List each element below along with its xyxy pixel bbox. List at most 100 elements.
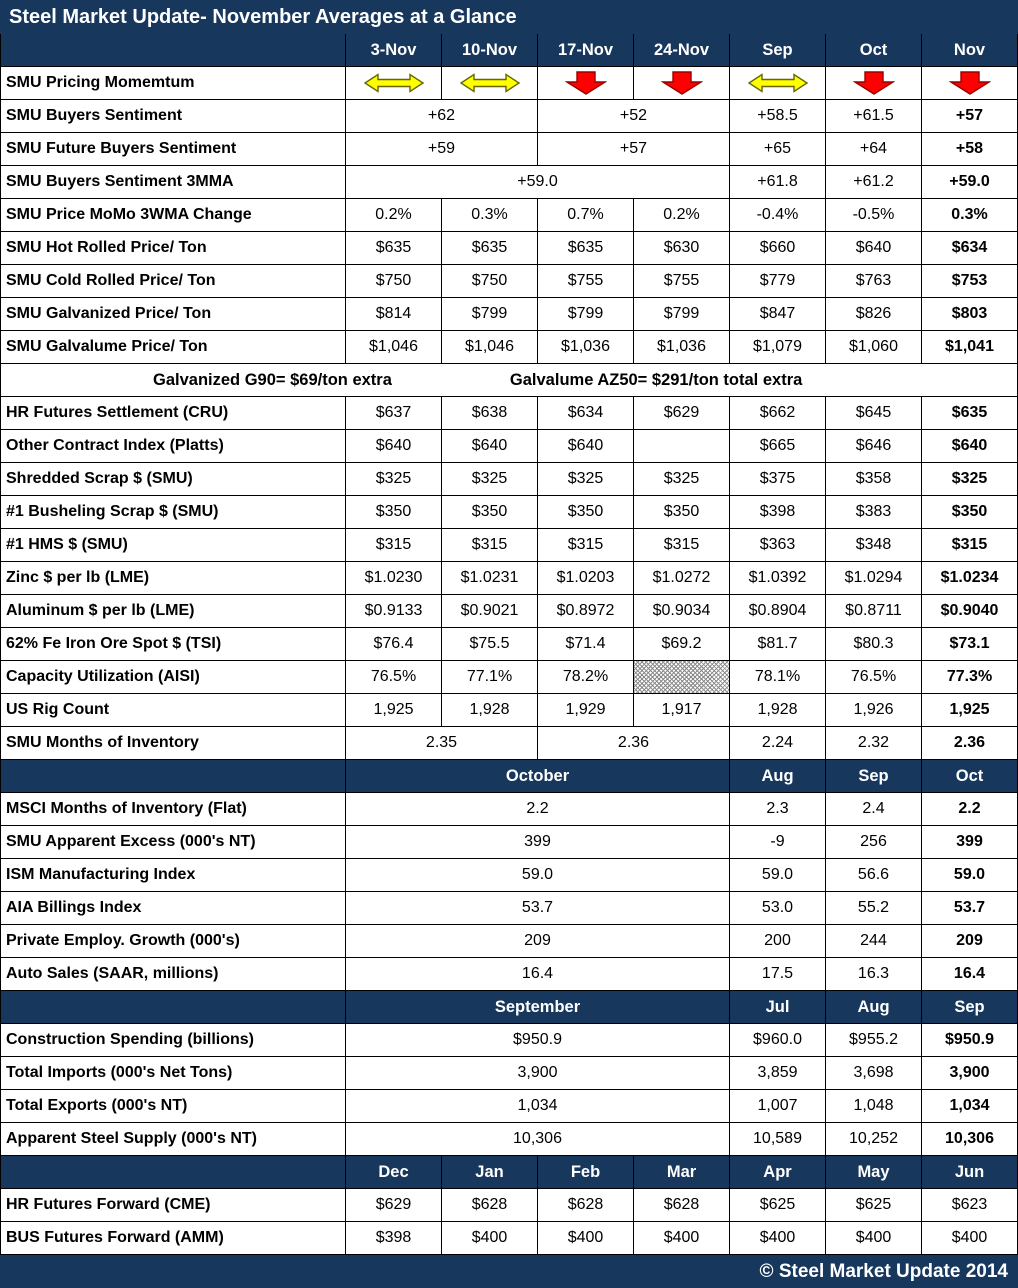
- table-cell: $325: [442, 463, 538, 496]
- red-down-arrow-cell: [538, 67, 634, 100]
- column-header-cell: Mar: [634, 1156, 730, 1189]
- table-cell: $763: [826, 265, 922, 298]
- table-cell: 1,048: [826, 1090, 922, 1123]
- table-cell: $71.4: [538, 628, 634, 661]
- table-cell: $80.3: [826, 628, 922, 661]
- table-cell: 2.36: [538, 727, 730, 760]
- table-cell: 77.1%: [442, 661, 538, 694]
- table-cell: $400: [826, 1222, 922, 1255]
- table-cell: $814: [346, 298, 442, 331]
- row-label: MSCI Months of Inventory (Flat): [1, 793, 346, 826]
- table-cell: 76.5%: [826, 661, 922, 694]
- table-cell: $779: [730, 265, 826, 298]
- table-cell: $1.0272: [634, 562, 730, 595]
- table-cell: 53.7: [346, 892, 730, 925]
- table-row: Auto Sales (SAAR, millions) 16.4 17.5 16.3 1…: [0, 958, 1018, 991]
- column-header-cell: Nov: [922, 34, 1018, 67]
- row-label: SMU Months of Inventory: [1, 727, 346, 760]
- row-label: Zinc $ per lb (LME): [1, 562, 346, 595]
- table-cell: $400: [922, 1222, 1018, 1255]
- table-cell: $1.0203: [538, 562, 634, 595]
- table-cell: $799: [442, 298, 538, 331]
- row-label: Private Employ. Growth (000's): [1, 925, 346, 958]
- column-header-cell: Sep: [730, 34, 826, 67]
- table-cell: 1,034: [346, 1090, 730, 1123]
- column-header-cell: Oct: [922, 760, 1018, 793]
- note-galvalume-extra: Galvalume AZ50= $291/ton total extra: [509, 370, 803, 389]
- table-cell: $1.0392: [730, 562, 826, 595]
- table-cell: +59.0: [922, 166, 1018, 199]
- row-label: HR Futures Forward (CME): [1, 1189, 346, 1222]
- column-header-cell: Aug: [826, 991, 922, 1024]
- table-cell: +65: [730, 133, 826, 166]
- table-row: SMU Buyers Sentiment +62 +52 +58.5 +61.5 +57: [0, 100, 1018, 133]
- table-cell: $640: [346, 430, 442, 463]
- column-header-cell: Apr: [730, 1156, 826, 1189]
- red-down-arrow-cell: [826, 67, 922, 100]
- table-cell: $350: [922, 496, 1018, 529]
- table-cell: $755: [538, 265, 634, 298]
- table-cell: -0.4%: [730, 199, 826, 232]
- table-cell: $950.9: [922, 1024, 1018, 1057]
- table-cell: 3,859: [730, 1057, 826, 1090]
- table-cell: 2.24: [730, 727, 826, 760]
- table-row: Other Contract Index (Platts) $640 $640 $64…: [0, 430, 1018, 463]
- table-cell: 3,900: [922, 1057, 1018, 1090]
- table-cell: $630: [634, 232, 730, 265]
- table-cell: $325: [634, 463, 730, 496]
- table-cell: $753: [922, 265, 1018, 298]
- table-cell: $1.0231: [442, 562, 538, 595]
- column-header-cell: 10-Nov: [442, 34, 538, 67]
- table-cell: $628: [634, 1189, 730, 1222]
- table-cell: $628: [442, 1189, 538, 1222]
- row-label: Shredded Scrap $ (SMU): [1, 463, 346, 496]
- red-down-arrow-cell: [634, 67, 730, 100]
- table-cell: 53.0: [730, 892, 826, 925]
- table-cell: $634: [538, 397, 634, 430]
- table-cell: $363: [730, 529, 826, 562]
- table-cell: $1,060: [826, 331, 922, 364]
- table-row: SMU Hot Rolled Price/ Ton $635 $635 $635 $63…: [0, 232, 1018, 265]
- table-cell: 2.32: [826, 727, 922, 760]
- table-cell: 256: [826, 826, 922, 859]
- table-cell: 17.5: [730, 958, 826, 991]
- table-cell: 76.5%: [346, 661, 442, 694]
- table-cell: $315: [346, 529, 442, 562]
- row-label: Total Exports (000's NT): [1, 1090, 346, 1123]
- row-label: ISM Manufacturing Index: [1, 859, 346, 892]
- table-cell: $350: [442, 496, 538, 529]
- table-cell: +59.0: [346, 166, 730, 199]
- page-title: Steel Market Update- November Averages a…: [0, 0, 1018, 34]
- table-cell: $1.0294: [826, 562, 922, 595]
- table-cell: $625: [730, 1189, 826, 1222]
- table-cell: $960.0: [730, 1024, 826, 1057]
- red-down-arrow-cell: [922, 67, 1018, 100]
- table-cell: $640: [922, 430, 1018, 463]
- yellow-sideways-arrow-cell: [442, 67, 538, 100]
- table-row: SMU Cold Rolled Price/ Ton $750 $750 $755 $7…: [0, 265, 1018, 298]
- table-row: 62% Fe Iron Ore Spot $ (TSI) $76.4 $75.5 $7…: [0, 628, 1018, 661]
- table-cell: $634: [922, 232, 1018, 265]
- row-label: #1 Busheling Scrap $ (SMU): [1, 496, 346, 529]
- row-label: [1, 991, 346, 1024]
- row-label: SMU Buyers Sentiment: [1, 100, 346, 133]
- row-label: Other Contract Index (Platts): [1, 430, 346, 463]
- column-header-row: 3-Nov 10-Nov 17-Nov 24-Nov Sep Oct Nov: [0, 34, 1018, 67]
- row-label: HR Futures Settlement (CRU): [1, 397, 346, 430]
- table-cell: -9: [730, 826, 826, 859]
- row-label: AIA Billings Index: [1, 892, 346, 925]
- table-cell: -0.5%: [826, 199, 922, 232]
- table-row: ISM Manufacturing Index 59.0 59.0 56.6 59.0: [0, 859, 1018, 892]
- section-header-row: Dec Jan Feb Mar Apr May Jun: [0, 1156, 1018, 1189]
- row-label: SMU Hot Rolled Price/ Ton: [1, 232, 346, 265]
- table-cell: $635: [442, 232, 538, 265]
- column-header-cell: May: [826, 1156, 922, 1189]
- table-cell: $1.0230: [346, 562, 442, 595]
- table-cell: $350: [346, 496, 442, 529]
- table-row: SMU Apparent Excess (000's NT) 399 -9 256 39…: [0, 826, 1018, 859]
- table-row: SMU Galvalume Price/ Ton $1,046 $1,046 $1,0…: [0, 331, 1018, 364]
- table-row: SMU Months of Inventory 2.35 2.36 2.24 2.32 2…: [0, 727, 1018, 760]
- table-cell: 1,925: [922, 694, 1018, 727]
- table-cell: +61.8: [730, 166, 826, 199]
- table-cell: +52: [538, 100, 730, 133]
